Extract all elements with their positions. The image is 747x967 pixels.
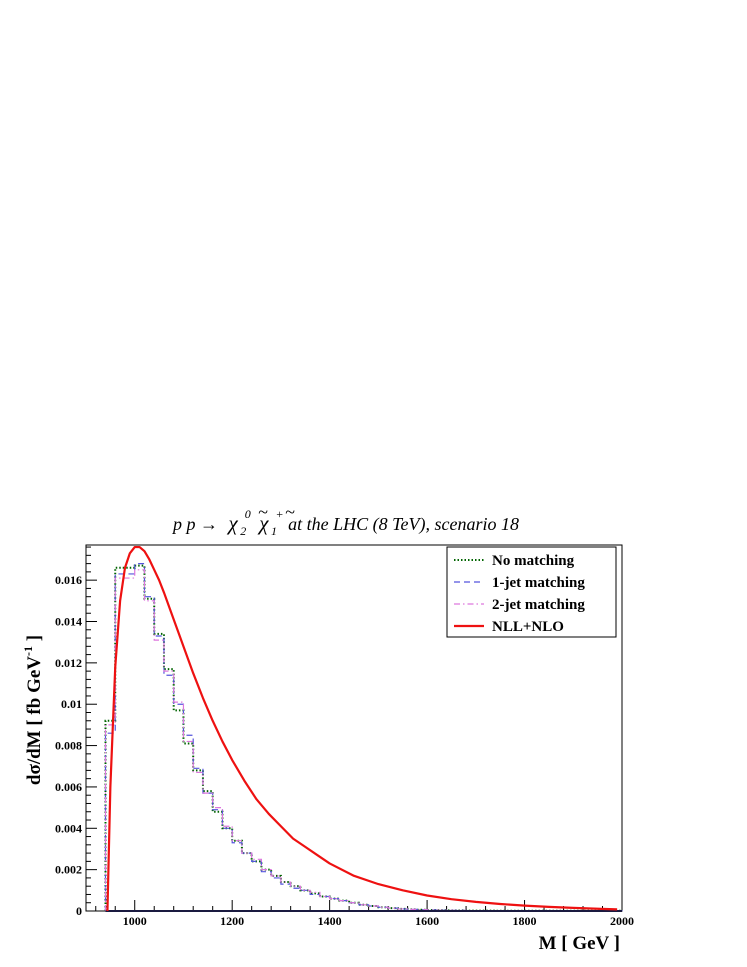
y-axis-title: dσ/dM [ fb GeV-1 ] <box>21 635 45 785</box>
y-tick-label: 0.012 <box>55 656 82 670</box>
y-tick-label: 0.016 <box>55 573 82 587</box>
x-tick-label: 1600 <box>415 914 439 928</box>
legend-label: NLL+NLO <box>492 619 564 635</box>
plot-area: 1000 1200 1400 1600 1800 2000 0 0.002 0.004 0.006… <box>55 544 634 928</box>
y-tick-label: 0.006 <box>55 780 82 794</box>
legend-label: 2-jet matching <box>492 597 585 613</box>
y-tick-label: 0.008 <box>55 739 82 753</box>
y-tick-label: 0.002 <box>55 863 82 877</box>
y-tick-label: 0.01 <box>61 697 82 711</box>
x-tick-label: 1400 <box>318 914 342 928</box>
y-tick-label: 0 <box>76 904 82 918</box>
x-axis-title: M [ GeV ] <box>539 933 620 954</box>
series-line-nll-nlo <box>106 545 618 912</box>
legend-box <box>446 546 617 638</box>
legend: No matching 1-jet matching 2-jet matching N… <box>446 546 617 638</box>
chart-title: p p → χ 2 0 χ 1 + at the LHC (8 TeV), sc… <box>171 502 519 539</box>
title-tilde-1: ~ <box>258 502 268 522</box>
legend-label: 1-jet matching <box>492 575 585 591</box>
title-tilde-2: ~ <box>285 502 295 522</box>
legend-label: No matching <box>492 553 575 569</box>
x-tick-label: 2000 <box>610 914 634 928</box>
x-tick-label: 1000 <box>123 914 147 928</box>
x-tick-label: 1200 <box>220 914 244 928</box>
y-tick-label: 0.014 <box>55 615 82 629</box>
y-tick-label: 0.004 <box>55 821 82 835</box>
x-tick-label: 1800 <box>513 914 537 928</box>
